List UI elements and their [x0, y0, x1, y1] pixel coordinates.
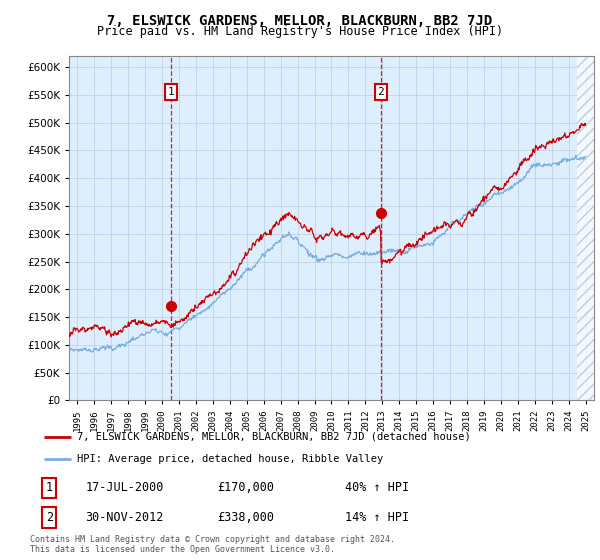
Text: 40% ↑ HPI: 40% ↑ HPI	[344, 481, 409, 494]
Bar	[577, 56, 594, 400]
Text: Price paid vs. HM Land Registry's House Price Index (HPI): Price paid vs. HM Land Registry's House …	[97, 25, 503, 38]
Text: 30-NOV-2012: 30-NOV-2012	[85, 511, 164, 524]
Text: 2: 2	[46, 511, 53, 524]
Text: Contains HM Land Registry data © Crown copyright and database right 2024.
This d: Contains HM Land Registry data © Crown c…	[30, 535, 395, 554]
Text: HPI: Average price, detached house, Ribble Valley: HPI: Average price, detached house, Ribb…	[77, 454, 383, 464]
Text: £338,000: £338,000	[218, 511, 275, 524]
Text: 2: 2	[377, 87, 385, 97]
Text: 1: 1	[168, 87, 175, 97]
Text: 17-JUL-2000: 17-JUL-2000	[85, 481, 164, 494]
Text: 7, ELSWICK GARDENS, MELLOR, BLACKBURN, BB2 7JD: 7, ELSWICK GARDENS, MELLOR, BLACKBURN, B…	[107, 14, 493, 28]
Text: 1: 1	[46, 481, 53, 494]
Text: £170,000: £170,000	[218, 481, 275, 494]
Text: 14% ↑ HPI: 14% ↑ HPI	[344, 511, 409, 524]
Text: 7, ELSWICK GARDENS, MELLOR, BLACKBURN, BB2 7JD (detached house): 7, ELSWICK GARDENS, MELLOR, BLACKBURN, B…	[77, 432, 470, 442]
Bar	[577, 56, 594, 400]
